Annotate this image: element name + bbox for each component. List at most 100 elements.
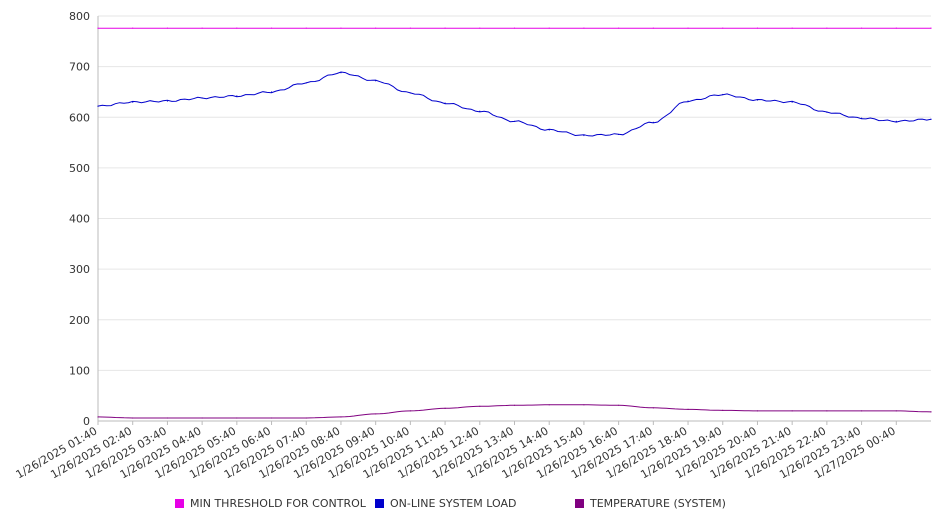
data-point	[930, 118, 932, 120]
data-point	[305, 417, 307, 419]
data-point	[548, 129, 550, 131]
data-point	[97, 416, 99, 418]
data-point	[201, 27, 203, 29]
data-point	[860, 410, 863, 412]
data-point	[236, 27, 238, 29]
data-point	[756, 410, 759, 412]
y-tick-label: 300	[69, 263, 90, 276]
legend-swatch-min-threshold	[175, 499, 184, 508]
data-point	[444, 27, 446, 29]
data-point	[652, 407, 654, 409]
data-point	[375, 413, 377, 415]
data-point	[305, 27, 307, 29]
data-point	[687, 100, 689, 102]
legend-swatch-system-load	[375, 499, 384, 508]
y-tick-label: 800	[69, 10, 90, 23]
series-line-1	[97, 71, 932, 137]
data-point	[409, 410, 411, 412]
data-point	[652, 27, 654, 29]
data-point	[340, 27, 342, 29]
data-point	[513, 404, 516, 406]
data-point	[652, 121, 654, 123]
data-point	[444, 407, 446, 409]
data-point	[583, 404, 585, 406]
data-point	[236, 95, 238, 97]
series-lines	[97, 27, 932, 419]
data-point	[930, 411, 932, 413]
data-point	[618, 133, 620, 136]
data-point	[375, 80, 377, 82]
data-point	[270, 27, 273, 29]
data-point	[722, 409, 724, 411]
data-point	[826, 410, 828, 412]
data-point	[583, 134, 585, 137]
data-point	[270, 91, 273, 93]
data-point	[201, 417, 203, 419]
data-point	[826, 27, 828, 29]
data-point	[860, 117, 863, 119]
data-point	[895, 410, 897, 412]
data-point	[270, 417, 273, 419]
data-point	[340, 416, 342, 418]
data-point	[791, 27, 793, 29]
legend-item-temperature[interactable]: TEMPERATURE (SYSTEM)	[575, 497, 726, 510]
data-point	[756, 27, 759, 29]
data-point	[895, 120, 897, 122]
legend: MIN THRESHOLD FOR CONTROL ON-LINE SYSTEM…	[0, 497, 946, 515]
data-point	[548, 27, 550, 29]
y-tick-label: 700	[69, 61, 90, 74]
x-axis-tick-labels: 1/26/2025 01:401/26/2025 02:401/26/2025 …	[14, 424, 898, 481]
data-point	[132, 101, 134, 103]
y-tick-label: 600	[69, 111, 90, 124]
data-point	[305, 82, 307, 84]
data-point	[97, 27, 99, 29]
data-point	[166, 100, 169, 102]
data-point	[444, 102, 446, 104]
data-point	[791, 101, 793, 103]
data-point	[756, 99, 759, 101]
data-point	[513, 120, 516, 122]
legend-item-min-threshold[interactable]: MIN THRESHOLD FOR CONTROL	[175, 497, 366, 510]
legend-label-min-threshold: MIN THRESHOLD FOR CONTROL	[190, 497, 366, 510]
data-point	[375, 27, 377, 29]
data-point	[548, 404, 550, 406]
y-axis-tick-labels: 0 100 200 300 400 500 600 700 800	[69, 10, 90, 428]
data-point	[583, 27, 585, 29]
data-point	[166, 27, 169, 29]
data-point	[791, 410, 793, 412]
data-point	[409, 27, 411, 29]
legend-swatch-temperature	[575, 499, 584, 508]
legend-item-system-load[interactable]: ON-LINE SYSTEM LOAD	[375, 497, 516, 510]
data-point	[132, 417, 134, 419]
data-point	[826, 111, 828, 113]
y-tick-label: 200	[69, 314, 90, 327]
data-point	[479, 27, 481, 29]
data-point	[618, 27, 620, 29]
grid-lines	[98, 15, 931, 371]
series-line-2	[97, 404, 932, 419]
data-point	[513, 27, 516, 29]
data-point	[687, 27, 689, 29]
data-point	[687, 408, 689, 410]
data-point	[722, 93, 724, 96]
data-point	[201, 97, 203, 99]
data-point	[618, 404, 620, 406]
data-point	[236, 417, 238, 419]
legend-label-system-load: ON-LINE SYSTEM LOAD	[390, 497, 517, 510]
data-point	[409, 92, 411, 94]
legend-label-temperature: TEMPERATURE (SYSTEM)	[590, 497, 726, 510]
axes	[97, 16, 931, 425]
data-point	[930, 27, 932, 29]
y-tick-label: 400	[69, 213, 90, 226]
data-point	[722, 27, 724, 29]
data-point	[479, 405, 481, 407]
data-point	[340, 72, 342, 74]
data-point	[479, 110, 481, 112]
data-point	[895, 27, 897, 29]
data-point	[132, 27, 134, 29]
y-tick-label: 0	[83, 415, 90, 428]
y-tick-label: 100	[69, 364, 90, 377]
y-tick-label: 500	[69, 162, 90, 175]
